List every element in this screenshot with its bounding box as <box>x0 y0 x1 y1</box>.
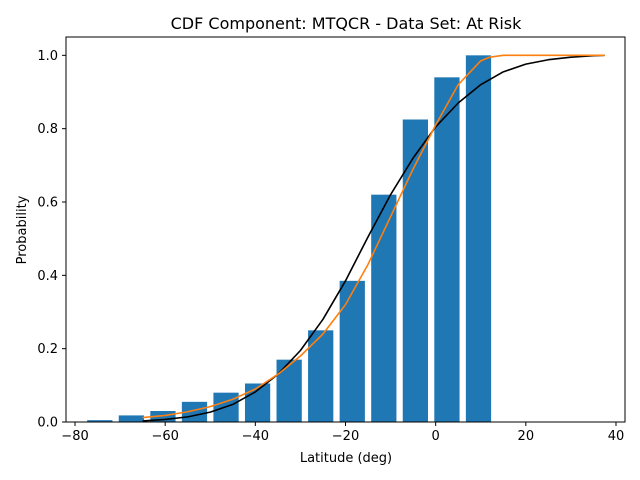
y-axis-label: Probability <box>15 195 30 264</box>
y-tick-label: 0.0 <box>37 416 58 431</box>
x-tick-label: 20 <box>518 429 535 444</box>
x-tick-label: 0 <box>432 429 440 444</box>
x-tick-label: −80 <box>61 429 88 444</box>
bar <box>308 330 334 422</box>
cdf-line-orange <box>142 54 605 419</box>
bar <box>87 420 113 422</box>
bar <box>339 280 365 422</box>
bar <box>371 194 397 422</box>
y-tick-label: 1.0 <box>37 49 58 64</box>
bar <box>434 77 460 422</box>
bar <box>118 415 144 422</box>
x-axis-label: Latitude (deg) <box>300 451 392 466</box>
x-tick-label: −60 <box>151 429 178 444</box>
bar <box>276 359 302 422</box>
bar <box>402 119 428 422</box>
bar <box>150 411 176 422</box>
x-tick-label: −40 <box>242 429 269 444</box>
chart-title: CDF Component: MTQCR - Data Set: At Risk <box>171 14 523 33</box>
x-tick-label: 40 <box>608 429 625 444</box>
x-tick-label: −20 <box>332 429 359 444</box>
y-tick-label: 0.6 <box>37 196 58 211</box>
cdf-line-black <box>142 54 605 422</box>
bar <box>465 55 492 422</box>
y-tick-label: 0.4 <box>37 269 58 284</box>
y-tick-label: 0.2 <box>37 342 58 357</box>
plot-area: −80 −60 −40 −20 0 20 40 0.0 0.2 0.4 0.6 0.8 1.0 <box>37 49 624 444</box>
plot-frame <box>65 36 626 423</box>
y-tick-label: 0.8 <box>37 122 58 137</box>
